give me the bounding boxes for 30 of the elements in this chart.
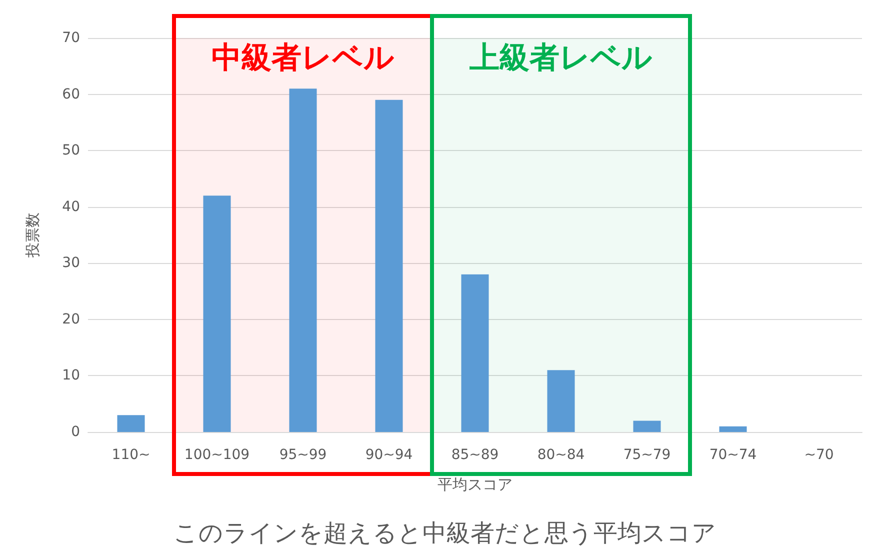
- x-tick-label: 95~99: [279, 447, 327, 463]
- bar: [203, 196, 231, 432]
- bar: [719, 426, 747, 432]
- x-tick-label: ~70: [804, 447, 834, 463]
- x-tick-label: 90~94: [365, 447, 413, 463]
- y-tick-label: 20: [62, 311, 80, 328]
- y-tick-label: 0: [71, 424, 80, 440]
- bar: [289, 88, 317, 432]
- y-tick-label: 40: [62, 198, 80, 215]
- x-tick-label: 75~79: [623, 447, 671, 463]
- bar: [547, 370, 575, 432]
- x-tick-label: 110~: [112, 447, 150, 463]
- y-tick-label: 50: [62, 142, 80, 159]
- bar: [117, 415, 145, 432]
- band-label: 中級者レベル: [212, 40, 394, 76]
- x-tick-label: 85~89: [451, 447, 499, 463]
- text: このラインを超えると中級者だと思う平均スコア: [174, 519, 716, 547]
- bar: [633, 420, 661, 432]
- bar: [461, 274, 489, 432]
- band-label: 上級者レベル: [468, 40, 652, 76]
- x-tick-label: 80~84: [537, 447, 585, 463]
- y-tick-label: 10: [62, 368, 80, 384]
- x-tick-label: 100~109: [184, 447, 250, 463]
- y-tick-label: 60: [62, 86, 80, 102]
- x-tick-label: 70~74: [709, 447, 757, 463]
- y-axis-title: 投票数: [24, 212, 42, 258]
- y-tick-label: 70: [62, 30, 80, 46]
- bar: [375, 100, 403, 432]
- x-axis-title: 平均スコア: [438, 476, 512, 494]
- y-tick-label: 30: [62, 255, 80, 272]
